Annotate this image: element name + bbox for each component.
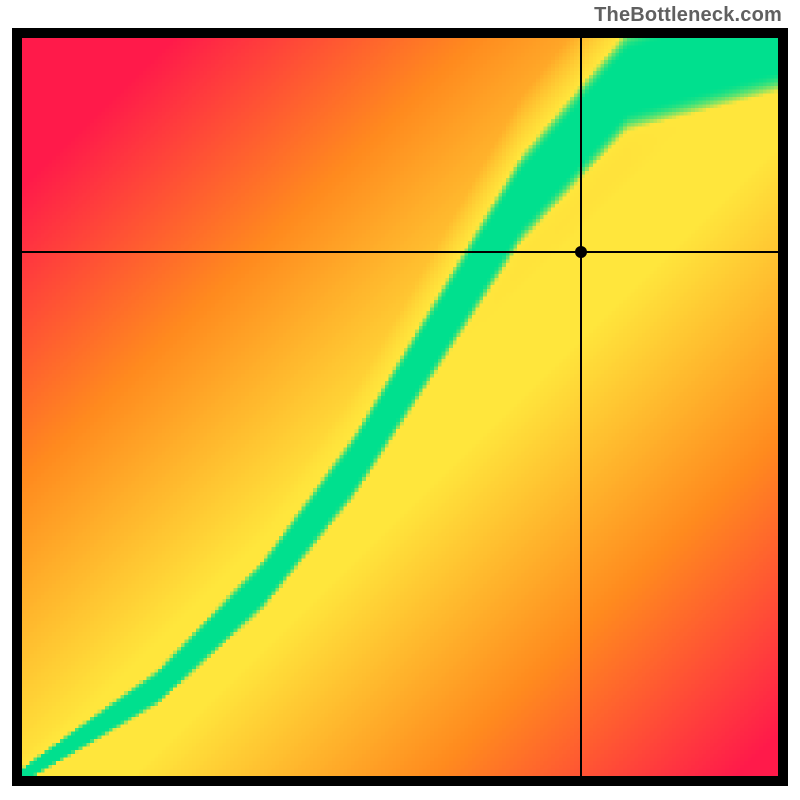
bottleneck-heatmap	[22, 38, 778, 776]
crosshair-horizontal	[22, 251, 778, 253]
crosshair-marker	[575, 246, 587, 258]
crosshair-vertical	[580, 38, 582, 776]
watermark-text: TheBottleneck.com	[594, 4, 782, 27]
